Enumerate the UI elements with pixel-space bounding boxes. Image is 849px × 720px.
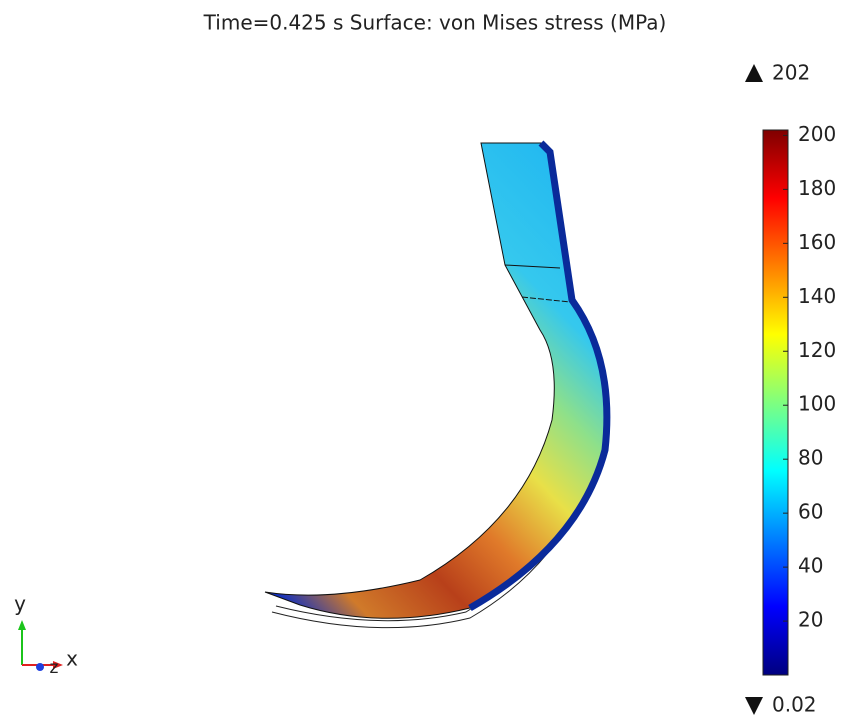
colorbar-tick-label: 160 bbox=[798, 230, 836, 254]
colorbar-tick-label: 40 bbox=[798, 554, 823, 578]
colorbar-tick-label: 120 bbox=[798, 338, 836, 362]
max-label: 202 bbox=[772, 61, 810, 85]
min-label: 0.02 bbox=[772, 693, 817, 717]
colorbar-tick-label: 140 bbox=[798, 284, 836, 308]
max-marker bbox=[745, 64, 763, 82]
colorbar-tick-label: 20 bbox=[798, 608, 823, 632]
axis-label-y: y bbox=[14, 592, 26, 616]
colorbar bbox=[762, 129, 789, 676]
model bbox=[264, 140, 611, 629]
chart-title: Time=0.425 s Surface: von Mises stress (… bbox=[203, 11, 667, 35]
min-marker bbox=[745, 697, 763, 715]
colorbar-tick-label: 60 bbox=[798, 500, 823, 524]
axis-triad: y z x bbox=[14, 592, 78, 679]
colorbar-tick-label: 100 bbox=[798, 392, 836, 416]
colorbar-tick-label: 200 bbox=[798, 122, 836, 146]
axis-label-z: z bbox=[50, 658, 59, 678]
colorbar-tick-label: 80 bbox=[798, 446, 823, 470]
colorbar-tick-label: 180 bbox=[798, 176, 836, 200]
axis-label-x: x bbox=[66, 647, 78, 671]
